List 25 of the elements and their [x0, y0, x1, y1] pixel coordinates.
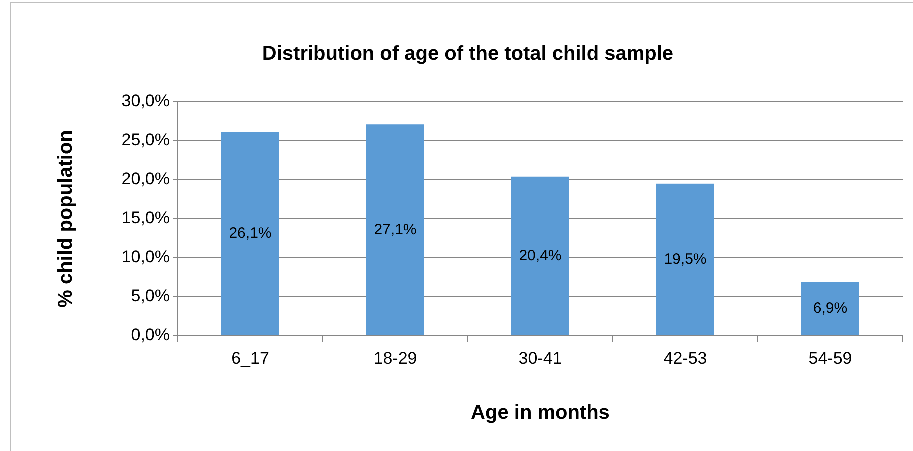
y-tick-label: 20,0% [122, 169, 170, 188]
y-tick-label: 5,0% [131, 286, 170, 306]
data-label: 26,1% [229, 225, 272, 242]
x-tick-label: 54-59 [808, 349, 852, 368]
y-axis-title: % child population [55, 130, 77, 308]
chart-title: Distribution of age of the total child sample [262, 43, 674, 65]
bar [656, 184, 714, 336]
data-label: 6,9% [813, 300, 848, 318]
y-tick-label: 30,0% [122, 91, 170, 110]
y-tick-label: 15,0% [122, 208, 170, 228]
bar [366, 124, 424, 336]
x-tick-label: 18-29 [374, 349, 418, 368]
y-tick-label: 0,0% [131, 325, 170, 344]
x-tick-label: 42-53 [664, 349, 708, 368]
y-tick-label: 25,0% [122, 130, 170, 150]
bar [802, 282, 860, 336]
x-axis-title: Age in months [471, 402, 610, 424]
data-label: 27,1% [374, 221, 417, 238]
y-tick-label: 10,0% [122, 247, 170, 266]
data-label: 19,5% [664, 250, 707, 268]
bar [222, 132, 280, 336]
bar [512, 176, 570, 336]
x-tick-label: 30-41 [518, 349, 562, 368]
x-tick-label: 6_17 [232, 349, 270, 368]
data-label: 20,4% [519, 247, 562, 264]
